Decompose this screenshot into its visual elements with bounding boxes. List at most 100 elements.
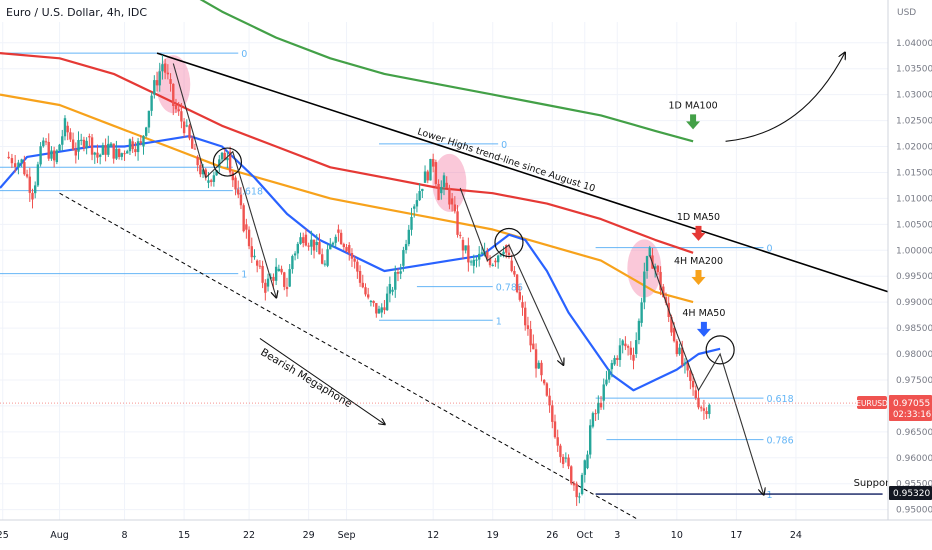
candle-body (689, 370, 692, 381)
candle-body (402, 250, 405, 266)
candle-body (17, 162, 20, 167)
candle-body (429, 158, 432, 181)
price-axis-tick: 1.03000 (896, 91, 932, 101)
candle-body (163, 63, 167, 73)
projection-path (725, 53, 845, 142)
candle-body (548, 395, 551, 406)
price-axis-tick: 0.96500 (896, 428, 932, 438)
fib-level-label: 0.618 (236, 187, 263, 198)
candle-body (570, 466, 573, 484)
candle-body (572, 483, 576, 486)
time-axis-tick: 22 (243, 530, 255, 541)
candle-body (399, 271, 402, 274)
candle-body (188, 125, 191, 139)
candle-body (431, 158, 435, 167)
candle-body (296, 243, 300, 254)
candle-body (529, 329, 532, 346)
price-axis-tick: 0.96000 (896, 454, 932, 464)
candle-body (345, 247, 348, 252)
moving-average-line (0, 135, 721, 392)
candle-body (459, 234, 462, 236)
ma-annotation-arrow (691, 225, 706, 241)
candle-body (193, 148, 197, 150)
time-axis-tick: Aug (50, 530, 69, 541)
candle-body (7, 156, 10, 159)
candle-body (448, 187, 451, 205)
candle-body (312, 239, 316, 251)
candle-body (25, 174, 29, 177)
price-axis-currency: USD (897, 8, 916, 18)
candle-body (635, 340, 638, 354)
candle-body (675, 341, 679, 355)
candle-body (253, 255, 256, 258)
fib-level-label: 0 (501, 140, 507, 151)
candle-body (339, 232, 343, 245)
projection-path (172, 63, 276, 297)
candle-body (320, 254, 324, 264)
candle-body (285, 286, 289, 290)
candle-body (277, 268, 281, 271)
candle-body (239, 194, 243, 206)
candle-body (664, 297, 668, 303)
candle-body (580, 474, 584, 495)
candles (7, 55, 711, 506)
candle-body (640, 302, 643, 323)
fib-level-label: 0 (241, 49, 247, 60)
candle-body (85, 140, 88, 148)
candle-body (258, 265, 262, 267)
price-axis-tick: 1.02500 (896, 117, 932, 127)
candle-body (136, 141, 140, 153)
candle-body (304, 234, 308, 246)
candle-body (705, 411, 708, 415)
candle-body (364, 287, 367, 295)
candle-body (291, 256, 294, 270)
candle-body (505, 245, 508, 253)
candle-body (629, 347, 633, 355)
candle-body (23, 162, 26, 175)
candle-body (128, 139, 132, 152)
candle-body (147, 110, 151, 128)
candle-body (150, 95, 153, 111)
candle-body (372, 300, 375, 304)
time-axis-tick: 10 (671, 530, 683, 541)
candle-body (169, 79, 172, 84)
price-axis-tick: 0.99000 (896, 298, 932, 308)
candle-body (299, 237, 302, 244)
candle-body (643, 271, 646, 303)
candle-body (494, 260, 497, 263)
last-price-countdown: 02:33:16 (893, 410, 931, 420)
support-price-tag: 0.95320 (893, 489, 930, 499)
candle-body (36, 164, 40, 186)
candle-body (66, 125, 69, 133)
candle-body (266, 278, 270, 287)
candle-body (556, 437, 559, 446)
time-axis-tick: 29 (303, 530, 315, 541)
highlight-circle-outline (705, 335, 735, 365)
candle-body (61, 136, 64, 145)
price-axis-tick: 1.02000 (896, 143, 932, 153)
candle-body (480, 252, 484, 254)
candle-body (353, 258, 356, 262)
candle-body (74, 149, 78, 156)
candle-body (180, 111, 183, 122)
candle-body (410, 216, 413, 230)
candle-body (33, 185, 37, 194)
candle-body (691, 380, 695, 388)
candle-body (139, 141, 142, 143)
candle-body (369, 300, 373, 303)
candle-body (247, 229, 251, 247)
candle-body (13, 163, 17, 167)
candle-body (283, 272, 286, 287)
price-axis-tick: 0.95000 (896, 506, 932, 516)
candle-body (440, 186, 443, 194)
candle-body (361, 282, 364, 288)
candle-body (605, 379, 608, 385)
candle-body (31, 192, 34, 200)
candle-body (683, 362, 687, 365)
candle-body (567, 457, 570, 467)
candle-body (507, 252, 511, 255)
candle-body (20, 159, 23, 163)
time-axis-tick: Sep (338, 530, 356, 541)
time-axis-bg (0, 520, 932, 550)
